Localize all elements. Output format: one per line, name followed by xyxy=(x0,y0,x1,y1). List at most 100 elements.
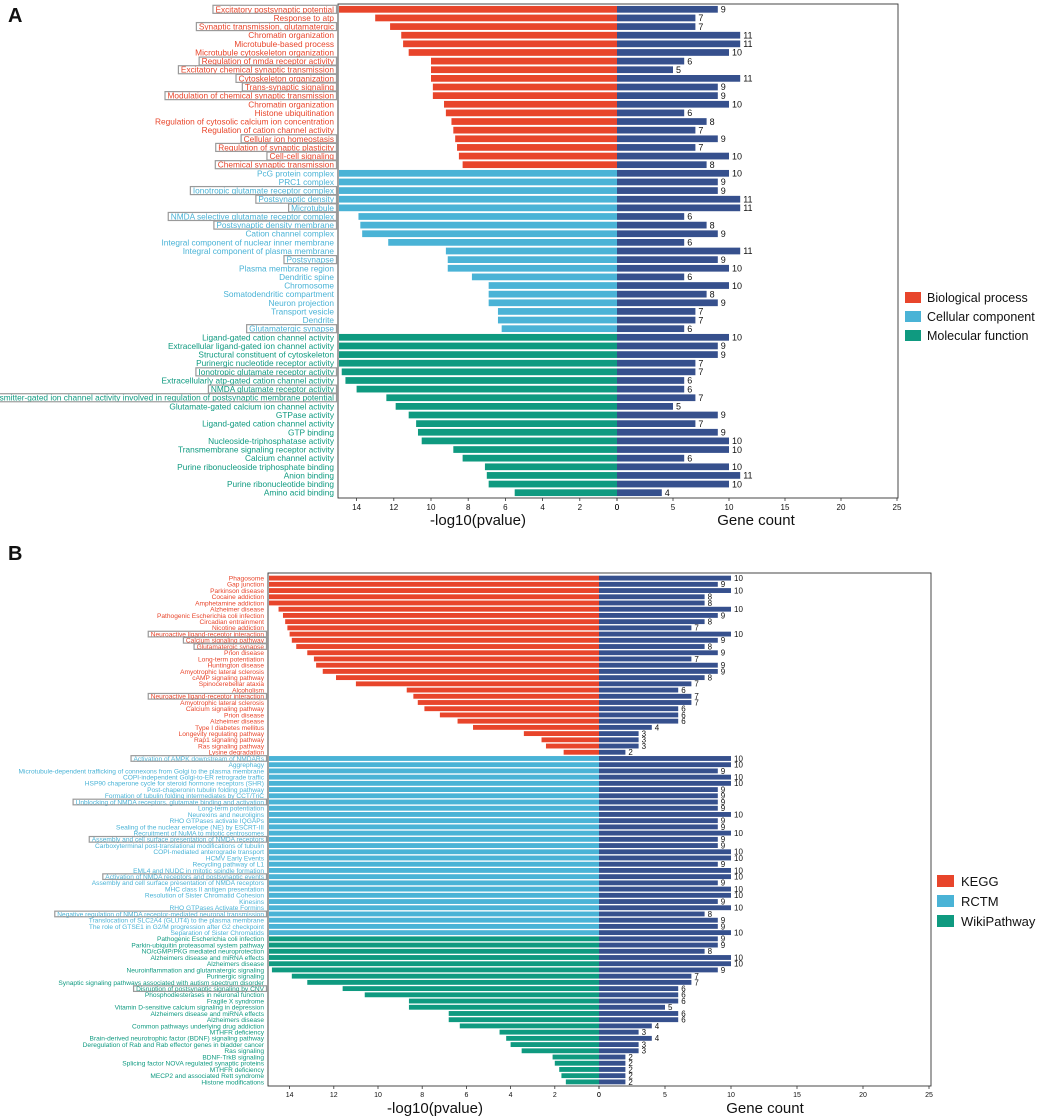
gene-count-label: 9 xyxy=(721,186,726,196)
term-highlight-box xyxy=(214,160,338,170)
panel-b-right-xlabel: Gene count xyxy=(726,1100,804,1117)
gene-count-bar xyxy=(599,986,679,992)
pvalue-bar xyxy=(269,805,599,811)
gene-count-bar xyxy=(599,700,692,705)
term-label: Neuron projection xyxy=(269,298,335,308)
term-label: Integral component of plasma membrane xyxy=(183,246,335,256)
bar-row: 10 Cell-cell signaling xyxy=(269,151,742,161)
gene-count-label: 10 xyxy=(734,605,743,614)
left-axis-tick-label: 8 xyxy=(466,503,471,512)
pvalue-bar xyxy=(448,1011,599,1016)
pvalue-bar xyxy=(395,403,617,410)
gene-count-bar xyxy=(599,942,718,948)
gene-count-bar xyxy=(599,1029,639,1035)
gene-count-label: 6 xyxy=(687,108,692,118)
gene-count-label: 6 xyxy=(681,1009,686,1018)
term-label: Recruitment of NuMA to mitotic centrosom… xyxy=(134,830,265,837)
bar-row: 8 Cocaine addiction xyxy=(212,593,713,602)
term-label: Purinergic signaling xyxy=(206,974,264,981)
gene-count-label: 9 xyxy=(721,823,726,832)
gene-count-label: 10 xyxy=(732,445,742,455)
gene-count-label: 9 xyxy=(721,922,726,931)
term-label: Purinergic nucleotide receptor activity xyxy=(196,358,335,368)
bar-row: 9 Parkin-ubiquitin proteasomal system pat… xyxy=(131,941,725,950)
panel-b: B 10 Phagosome 9 Gap junction 10 Parkinson di… xyxy=(8,543,1036,1117)
gene-count-label: 10 xyxy=(734,960,743,969)
bar-row: 10 Chromosome xyxy=(284,281,742,291)
pvalue-bar xyxy=(307,650,599,656)
gene-count-label: 3 xyxy=(642,729,647,738)
gene-count-label: 10 xyxy=(732,436,742,446)
gene-count-label: 9 xyxy=(721,767,726,776)
gene-count-bar xyxy=(617,428,718,436)
term-label: Synaptic transmission, glutamatergic xyxy=(199,22,334,32)
pvalue-bar xyxy=(269,836,599,842)
gene-count-label: 6 xyxy=(681,984,686,993)
bar-row: 6 Extracellularly atp-gated cation channe… xyxy=(162,375,693,385)
gene-count-label: 7 xyxy=(694,680,699,689)
gene-count-bar xyxy=(617,5,718,13)
pvalue-bar xyxy=(561,1073,599,1079)
right-axis-tick-label: 0 xyxy=(597,1092,601,1099)
gene-count-label: 9 xyxy=(721,860,726,869)
gene-count-label: 5 xyxy=(676,65,681,75)
bar-row: 2 BDNF-TrkB signaling xyxy=(202,1053,633,1062)
bar-row: 6 NMDA glutamate receptor activity xyxy=(211,384,692,394)
gene-count-label: 6 xyxy=(687,272,692,282)
gene-count-bar xyxy=(617,385,685,393)
pvalue-bar xyxy=(269,762,599,768)
bar-row: 7 Dendrite xyxy=(303,315,704,325)
gene-count-label: 7 xyxy=(698,315,703,325)
pvalue-bar xyxy=(278,606,599,612)
pvalue-bar xyxy=(459,1023,599,1029)
pvalue-bar xyxy=(403,40,617,48)
pvalue-bar xyxy=(448,1017,599,1023)
term-label: Nucleoside-triphosphatase activity xyxy=(208,436,335,446)
gene-count-bar xyxy=(599,625,692,631)
bar-row: 9 Unblocking of NMDA receptors, glutamate… xyxy=(76,798,726,807)
term-label: Neurexins and neuroligins xyxy=(188,812,265,819)
gene-count-label: 8 xyxy=(708,593,713,602)
gene-count-label: 10 xyxy=(734,586,743,595)
pvalue-bar xyxy=(541,737,599,743)
term-label: Amyotrophic lateral sclerosis xyxy=(180,669,265,676)
pvalue-bar xyxy=(431,57,617,65)
bar-row: 7 Nicotine addiction xyxy=(212,624,699,633)
gene-count-bar xyxy=(617,489,662,497)
pvalue-bar xyxy=(287,625,599,631)
pvalue-bar xyxy=(269,917,599,923)
term-label: MECP2 and associated Rett syndrome xyxy=(150,1073,264,1080)
bar-row: 7 Transport vesicle xyxy=(271,306,703,316)
gene-count-bar xyxy=(617,92,718,99)
term-label: Ligand-gated cation channel activity xyxy=(202,419,335,429)
bar-row: 9 RHO GTPases activate IQGAPs xyxy=(169,817,725,826)
bar-row: 10 Nucleoside-triphosphatase activity xyxy=(208,436,742,446)
pvalue-bar xyxy=(269,588,599,593)
gene-count-bar xyxy=(617,420,696,427)
gene-count-bar xyxy=(617,333,729,341)
gene-count-label: 9 xyxy=(721,5,726,15)
bar-row: 6 Histone ubiquitination xyxy=(255,108,693,118)
term-label: Microtubule xyxy=(291,203,334,213)
pvalue-bar xyxy=(269,768,599,774)
gene-count-label: 10 xyxy=(732,281,742,291)
term-label: Cellular ion homeostasis xyxy=(244,134,334,144)
gene-count-label: 11 xyxy=(743,246,752,256)
term-label: Alcoholism xyxy=(232,687,264,694)
legend-label-biological-process: Biological process xyxy=(927,291,1028,305)
gene-count-bar xyxy=(599,662,718,668)
term-label: BDNF-TrkB signaling xyxy=(202,1054,264,1061)
gene-count-label: 6 xyxy=(681,705,686,714)
gene-count-label: 7 xyxy=(694,698,699,707)
bar-row: 9 GTP binding xyxy=(288,427,726,437)
legend-label-cellular-component: Cellular component xyxy=(927,310,1035,324)
gene-count-label: 10 xyxy=(734,953,743,962)
gene-count-label: 9 xyxy=(721,350,726,360)
bar-row: 11 Integral component of plasma membrane xyxy=(183,246,753,256)
term-label: HSP90 chaperone cycle for steroid hormon… xyxy=(85,781,264,788)
gene-count-bar xyxy=(599,830,731,836)
pvalue-bar xyxy=(339,178,617,186)
legend-label-wikipathway: WikiPathway xyxy=(961,914,1036,929)
bar-row: 9 Cellular ion homeostasis xyxy=(244,134,726,144)
gene-count-bar xyxy=(599,824,718,830)
